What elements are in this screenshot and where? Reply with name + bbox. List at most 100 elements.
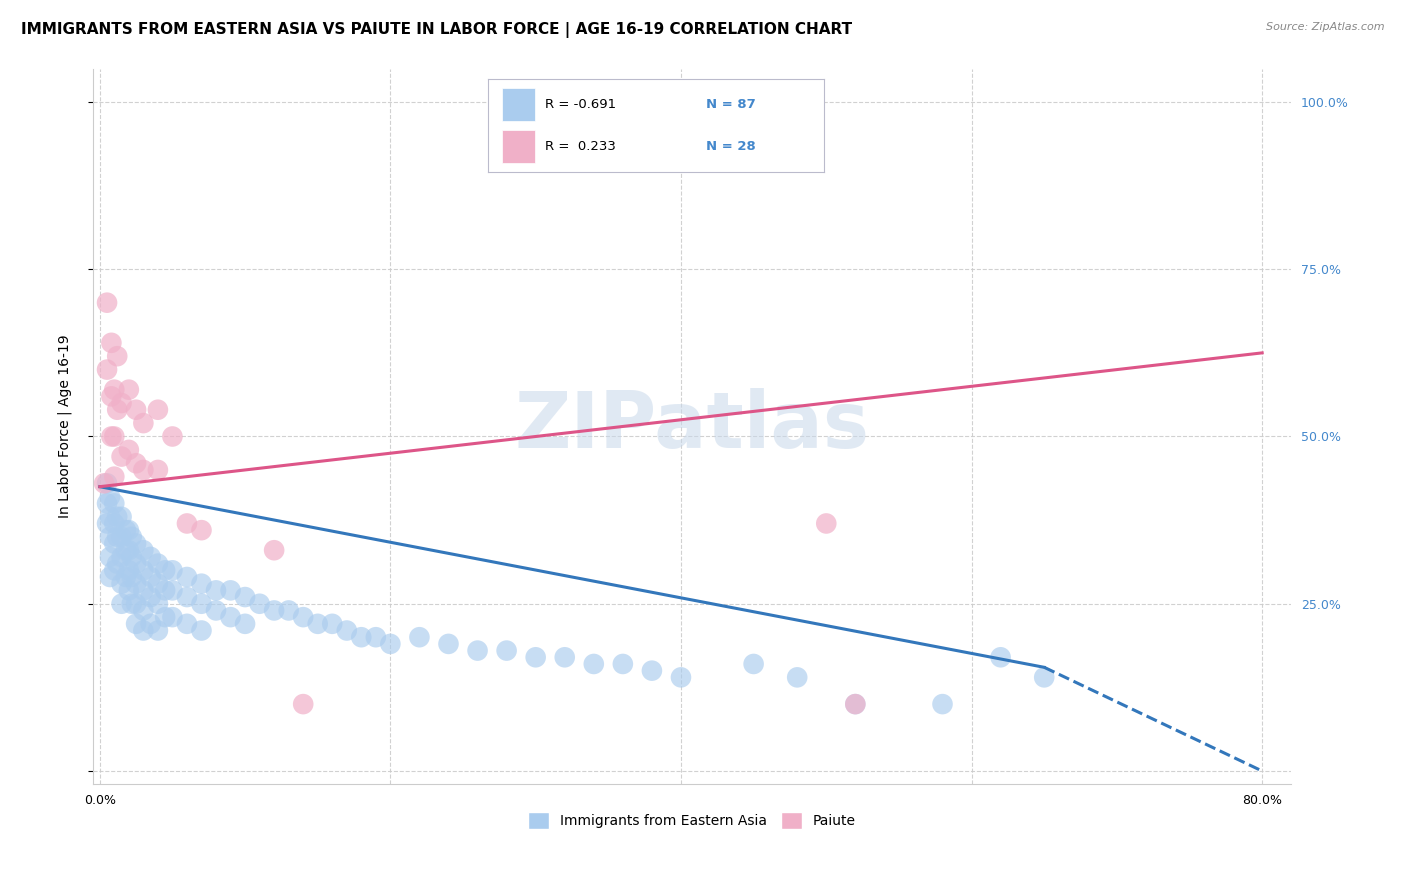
Point: [176, 616, 198, 631]
Point: [118, 563, 141, 577]
Point: [115, 570, 138, 584]
Point: [132, 563, 155, 577]
Point: [307, 616, 329, 631]
Point: [146, 597, 169, 611]
Point: [408, 630, 430, 644]
Point: [100, 389, 122, 403]
Point: [844, 697, 866, 711]
Point: [263, 543, 285, 558]
Point: [336, 624, 359, 638]
Point: [98, 530, 121, 544]
Point: [96, 516, 118, 531]
Point: [176, 590, 198, 604]
Point: [524, 650, 547, 665]
Point: [153, 563, 176, 577]
Point: [98, 549, 121, 564]
Point: [162, 610, 184, 624]
Point: [115, 543, 138, 558]
Point: [1033, 670, 1056, 684]
Point: [125, 557, 148, 571]
Point: [641, 664, 664, 678]
Point: [139, 570, 162, 584]
Text: ZIPatlas: ZIPatlas: [515, 388, 869, 465]
Point: [118, 523, 141, 537]
Point: [190, 597, 212, 611]
Point: [98, 490, 121, 504]
Point: [132, 463, 155, 477]
Point: [146, 557, 169, 571]
Point: [205, 603, 228, 617]
Point: [103, 563, 125, 577]
Point: [103, 496, 125, 510]
Point: [132, 583, 155, 598]
Point: [93, 476, 115, 491]
Point: [153, 610, 176, 624]
Point: [125, 402, 148, 417]
Point: [162, 563, 184, 577]
Point: [110, 576, 132, 591]
Point: [669, 670, 692, 684]
Point: [249, 597, 271, 611]
Point: [146, 402, 169, 417]
Point: [121, 570, 143, 584]
Point: [132, 624, 155, 638]
Point: [121, 549, 143, 564]
Point: [554, 650, 576, 665]
Point: [110, 450, 132, 464]
Point: [110, 597, 132, 611]
Point: [125, 456, 148, 470]
Point: [612, 657, 634, 671]
Point: [96, 496, 118, 510]
Point: [96, 295, 118, 310]
Point: [110, 396, 132, 410]
Point: [105, 509, 128, 524]
Point: [437, 637, 460, 651]
Point: [582, 657, 605, 671]
Point: [96, 476, 118, 491]
Point: [96, 362, 118, 376]
Point: [219, 583, 242, 598]
Point: [132, 603, 155, 617]
Point: [110, 530, 132, 544]
Point: [931, 697, 953, 711]
Point: [277, 603, 299, 617]
Point: [105, 557, 128, 571]
Point: [205, 583, 228, 598]
Point: [321, 616, 343, 631]
Point: [292, 697, 315, 711]
Point: [105, 349, 128, 363]
Point: [292, 610, 315, 624]
Point: [100, 335, 122, 350]
Point: [844, 697, 866, 711]
Point: [121, 597, 143, 611]
Point: [139, 549, 162, 564]
Point: [350, 630, 373, 644]
Point: [103, 469, 125, 483]
Point: [125, 616, 148, 631]
Point: [121, 530, 143, 544]
Point: [132, 416, 155, 430]
Point: [103, 383, 125, 397]
Point: [233, 590, 256, 604]
Point: [380, 637, 402, 651]
Point: [98, 570, 121, 584]
Point: [190, 576, 212, 591]
Point: [162, 583, 184, 598]
Text: Source: ZipAtlas.com: Source: ZipAtlas.com: [1267, 22, 1385, 32]
Point: [176, 570, 198, 584]
Point: [139, 616, 162, 631]
Point: [110, 509, 132, 524]
Point: [105, 402, 128, 417]
Point: [990, 650, 1012, 665]
Point: [105, 530, 128, 544]
Point: [263, 603, 285, 617]
Point: [162, 429, 184, 443]
Point: [118, 442, 141, 457]
Point: [742, 657, 765, 671]
Point: [98, 509, 121, 524]
Point: [786, 670, 808, 684]
Legend: Immigrants from Eastern Asia, Paiute: Immigrants from Eastern Asia, Paiute: [523, 806, 862, 835]
Point: [125, 597, 148, 611]
Point: [815, 516, 838, 531]
Point: [118, 583, 141, 598]
